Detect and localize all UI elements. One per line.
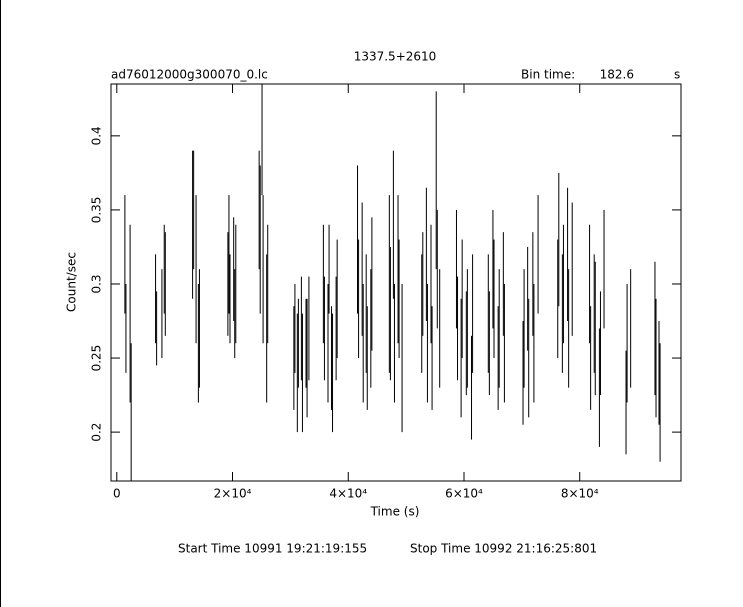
x-tick-label: 0	[113, 487, 121, 501]
start-time: Start Time 10991 19:21:19:155	[178, 542, 367, 556]
y-tick-label: 0.3	[90, 274, 104, 293]
chart-title: 1337.5+2610	[354, 50, 437, 64]
y-tick-label: 0.35	[90, 197, 104, 224]
stop-time: Stop Time 10992 21:16:25:801	[410, 542, 597, 556]
plot-frame	[110, 83, 682, 482]
bin-unit: s	[674, 68, 680, 82]
x-tick-label: 6×10⁴	[445, 487, 483, 501]
bin-value: 182.6	[600, 68, 634, 82]
x-tick-label: 2×10⁴	[214, 487, 252, 501]
y-tick-label: 0.4	[90, 126, 104, 145]
marks	[124, 84, 661, 481]
y-tick-label: 0.25	[90, 345, 104, 372]
bin-label: Bin time:	[521, 68, 575, 82]
file-label: ad76012000g300070_0.lc	[111, 68, 268, 82]
y-axis-label: Count/sec	[65, 252, 79, 312]
x-axis-label: Time (s)	[370, 505, 420, 519]
y-tick-label: 0.2	[90, 423, 104, 442]
x-tick-label: 8×10⁴	[561, 487, 599, 501]
x-tick-label: 4×10⁴	[329, 487, 367, 501]
